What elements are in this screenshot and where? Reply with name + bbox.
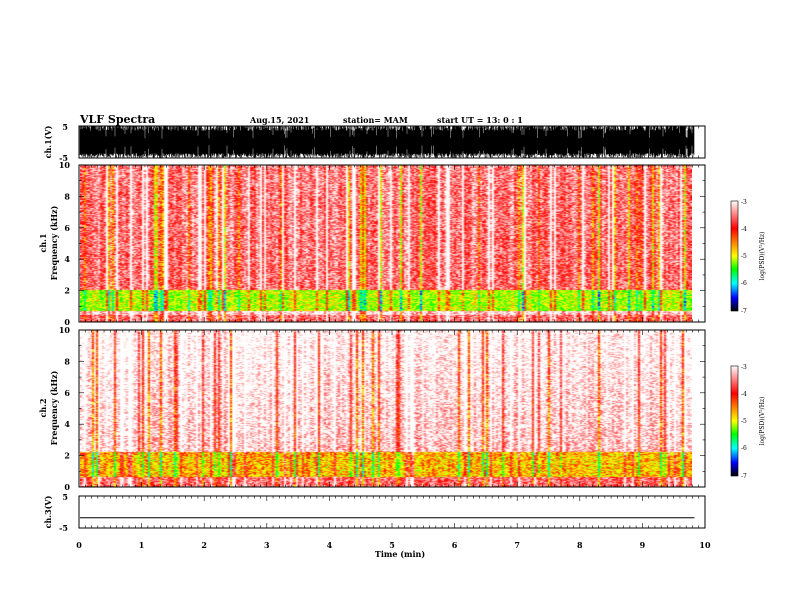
spectrogram-ch2-image <box>80 330 692 487</box>
cb2-tick-m5: -5 <box>741 418 747 425</box>
cb1-tick-m5: -5 <box>741 253 747 260</box>
x-tick-label: 9 <box>640 540 646 550</box>
x-tick-labels: 0 1 2 3 4 5 6 7 8 9 10 <box>76 540 711 550</box>
waveform-ch1-ticks <box>78 126 706 158</box>
x-tick-label: 0 <box>76 540 82 550</box>
spectrogram-ch2-ticks: 0 2 4 6 8 10 <box>59 325 706 492</box>
x-tick-label: 3 <box>264 540 270 550</box>
spectrogram-ytick-label: 4 <box>64 419 70 429</box>
start-time-label: start UT = 13: 0 : 1 <box>437 115 523 125</box>
cb1-tick-m4: -4 <box>741 226 747 233</box>
wf3-ytick-top: 5 <box>62 492 68 502</box>
cb2-tick-m4: -4 <box>741 391 747 398</box>
colorbar-ch1-bar <box>730 200 739 312</box>
cb2-tick-m6: -6 <box>741 445 747 452</box>
x-tick-label: 8 <box>577 540 583 550</box>
spectrogram-ytick-label: 6 <box>64 223 70 233</box>
cb1-label: log(PSD)(V²/Hz) <box>759 232 766 281</box>
chart-title: VLF Spectra <box>79 113 155 126</box>
x-axis-label: Time (min) <box>375 549 425 559</box>
spectrogram-ytick-label: 2 <box>64 286 70 296</box>
wf1-ytick-top: 5 <box>62 122 68 132</box>
spectrogram-ytick-label: 0 <box>64 482 70 492</box>
spectrogram-ytick-label: 10 <box>59 325 71 335</box>
sp1-ylabel-channel: ch.1 <box>38 233 48 252</box>
spectrogram-ch1-image <box>80 165 692 322</box>
waveform-ch1-line <box>79 126 695 158</box>
spectrogram-ytick-label: 4 <box>64 254 70 264</box>
spectrogram-ytick-label: 10 <box>59 160 71 170</box>
spectrogram-ytick-label: 2 <box>64 451 70 461</box>
spectrogram-ytick-label: 8 <box>64 191 70 201</box>
x-tick-label: 5 <box>389 540 395 550</box>
wf3-ylabel: ch.3(V) <box>43 495 53 528</box>
x-tick-label: 2 <box>201 540 207 550</box>
x-tick-label: 7 <box>514 540 520 550</box>
spectrogram-ch1-panel: 0 2 4 6 8 10 ch.1 Frequency (kHz) -3 -4 -5 -6… <box>38 160 766 327</box>
x-tick-label: 1 <box>139 540 145 550</box>
wf3-ytick-bottom: -5 <box>59 523 68 533</box>
spectrogram-ch1-ticks: 0 2 4 6 8 10 <box>59 160 706 327</box>
spectrogram-ytick-label: 8 <box>64 356 70 366</box>
cb1-tick-m6: -6 <box>741 280 747 287</box>
date-label: Aug.15, 2021 <box>249 115 309 125</box>
sp2-ylabel-frequency: Frequency (kHz) <box>49 370 59 445</box>
station-label: station= MAM <box>343 115 408 125</box>
sp1-ylabel-frequency: Frequency (kHz) <box>49 205 59 280</box>
colorbar-ch2-bar <box>730 365 739 477</box>
waveform-ch1-panel: 5 -5 ch.1(V) <box>43 122 706 163</box>
spectrogram-ch2-panel: 0 2 4 6 8 10 ch.2 Frequency (kHz) -3 -4 -5 -6… <box>38 325 766 492</box>
wf1-ytick-bottom: -5 <box>59 153 68 163</box>
cb2-label: log(PSD)(V²/Hz) <box>759 397 766 446</box>
wf1-ylabel: ch.1(V) <box>43 125 53 158</box>
waveform-ch3-ticks <box>78 496 706 528</box>
spectrogram-ytick-label: 6 <box>64 388 70 398</box>
cb2-tick-m7: -7 <box>741 473 747 480</box>
cb1-tick-m3: -3 <box>741 199 747 206</box>
sp2-ylabel-channel: ch.2 <box>38 398 48 417</box>
waveform-ch3-panel: 5 -5 ch.3(V) 0 1 2 3 4 5 6 7 8 9 10 Time (min) <box>43 492 711 559</box>
x-tick-label: 4 <box>327 540 333 550</box>
colorbar-ch2: -3 -4 -5 -6 -7 log(PSD)(V²/Hz) <box>730 364 766 480</box>
cb1-tick-m7: -7 <box>741 308 747 315</box>
x-tick-label: 6 <box>452 540 458 550</box>
waveform-ch1-trace <box>79 126 695 158</box>
cb2-tick-m3: -3 <box>741 364 747 371</box>
x-tick-label: 10 <box>699 540 711 550</box>
colorbar-ch1: -3 -4 -5 -6 -7 log(PSD)(V²/Hz) <box>730 199 766 315</box>
spectrogram-ytick-label: 0 <box>64 317 70 327</box>
